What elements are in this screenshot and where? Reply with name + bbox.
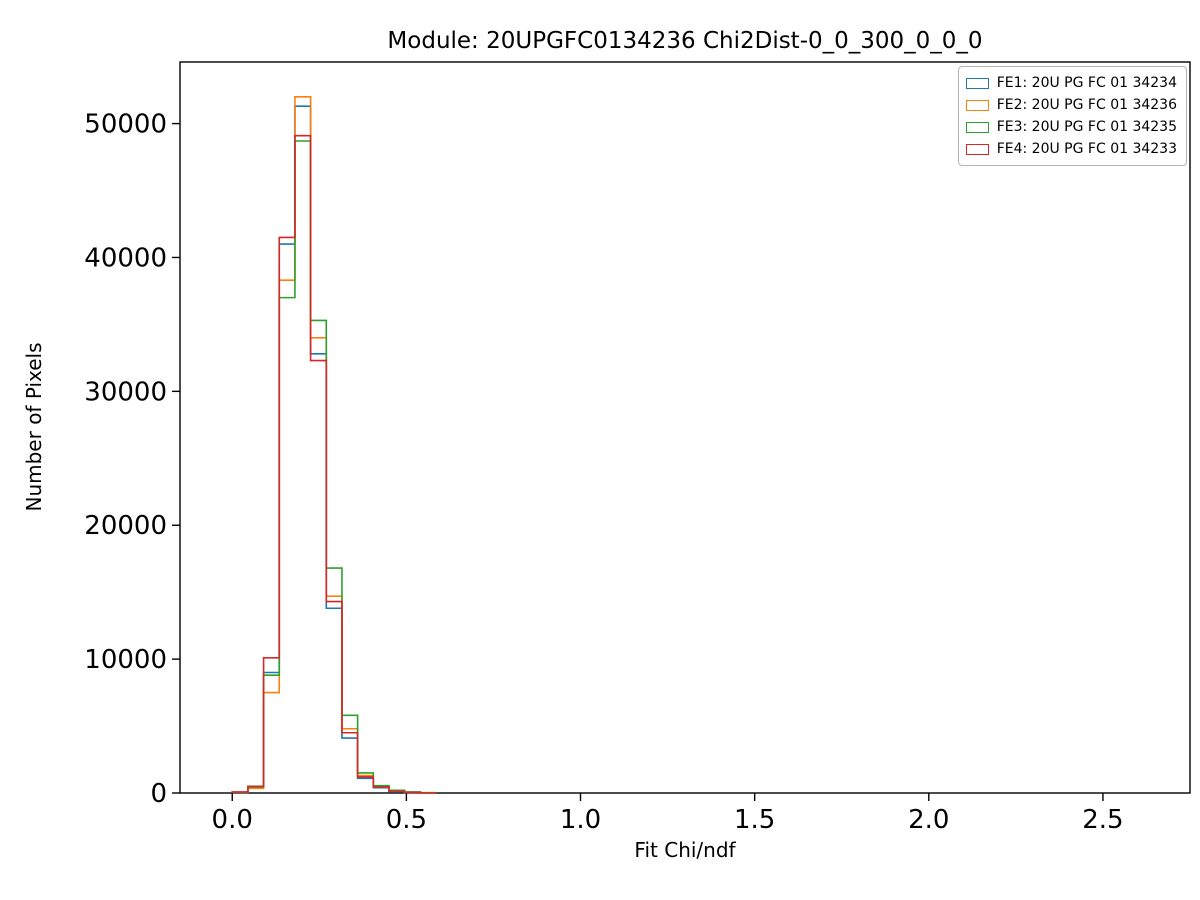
legend-swatch-fe1 (965, 77, 989, 89)
legend-label-fe1: FE1: 20U PG FC 01 34234 (996, 75, 1177, 91)
x-tick-label: 0.5 (386, 805, 427, 835)
series-fe4 (231, 134, 436, 794)
x-tick-label: 2.0 (908, 805, 949, 835)
legend-label-fe2: FE2: 20U PG FC 01 34236 (996, 97, 1177, 113)
y-tick-label: 10000 (84, 645, 167, 675)
legend-entry-fe2: FE2: 20U PG FC 01 34236 (965, 94, 1177, 116)
x-axis-ticks: 0.0 0.5 1.0 1.5 2.0 2.5 (212, 793, 1124, 835)
legend-entry-fe4: FE4: 20U PG FC 01 34233 (965, 138, 1177, 160)
x-tick-label: 1.5 (734, 805, 775, 835)
y-axis-ticks: 0 10000 20000 30000 40000 50000 (84, 110, 180, 809)
y-tick-label: 0 (150, 779, 167, 809)
y-tick-label: 30000 (84, 377, 167, 407)
x-tick-label: 2.5 (1082, 805, 1123, 835)
legend-swatch-fe4 (965, 143, 989, 155)
chart-title: Module: 20UPGFC0134236 Chi2Dist-0_0_300_… (387, 28, 983, 54)
legend-label-fe4: FE4: 20U PG FC 01 34233 (996, 141, 1177, 157)
legend-swatch-fe2 (965, 99, 989, 111)
legend: FE1: 20U PG FC 01 34234 FE2: 20U PG FC 01… (957, 66, 1187, 166)
legend-label-fe3: FE3: 20U PG FC 01 34235 (996, 119, 1177, 135)
legend-swatch-fe3 (965, 121, 989, 133)
legend-entry-fe1: FE1: 20U PG FC 01 34234 (965, 72, 1177, 94)
y-tick-label: 20000 (84, 511, 167, 541)
x-tick-label: 0.0 (212, 805, 253, 835)
y-tick-label: 40000 (84, 243, 167, 273)
y-tick-label: 50000 (84, 110, 167, 140)
y-axis-label: Number of Pixels (22, 342, 46, 512)
plot-frame (179, 61, 1191, 794)
x-axis-label: Fit Chi/ndf (634, 838, 736, 862)
legend-entry-fe3: FE3: 20U PG FC 01 34235 (965, 116, 1177, 138)
x-tick-label: 1.0 (560, 805, 601, 835)
